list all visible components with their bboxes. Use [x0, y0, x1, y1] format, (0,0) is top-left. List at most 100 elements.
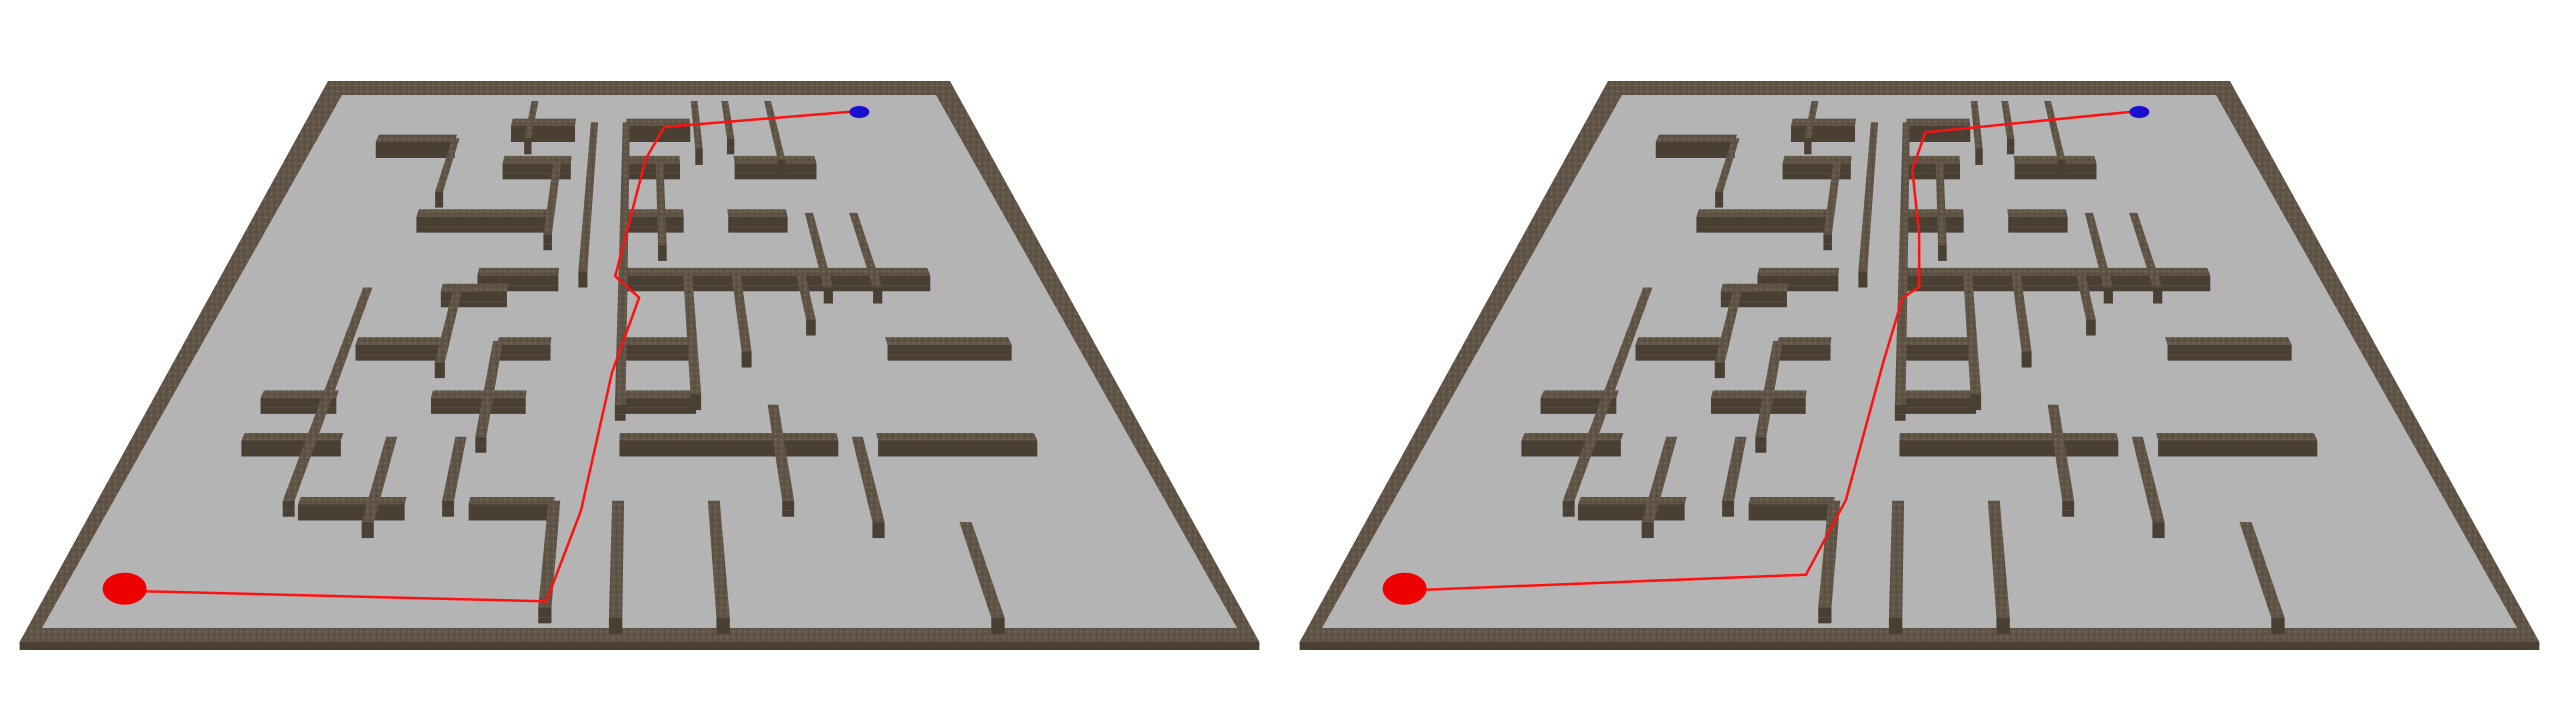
- maze-wall-face: [434, 362, 445, 373]
- maze-wall-side: [624, 226, 684, 233]
- maze-wall-face: [431, 397, 526, 408]
- maze-wall: [297, 497, 407, 505]
- maze-wall: [1748, 497, 1835, 505]
- maze-inner-walls: [1521, 100, 2318, 634]
- maze-wall-face: [1696, 216, 1831, 227]
- maze-wall-side: [1715, 201, 1724, 208]
- maze-wall-face: [1899, 440, 2119, 451]
- maze-wall: [1823, 159, 1842, 235]
- maze-wall-face: [435, 191, 444, 202]
- maze-wall-side: [1899, 450, 2119, 457]
- maze-wall: [2007, 209, 2068, 217]
- maze-wall-side: [475, 446, 487, 453]
- maze-wall-face: [2153, 287, 2163, 298]
- maze-wall: [804, 212, 833, 288]
- maze-wall: [721, 100, 735, 139]
- maze-wall: [1987, 500, 2010, 618]
- maze-wall: [1562, 287, 1653, 501]
- maze-wall: [1858, 122, 1879, 272]
- maze-wall-side: [543, 244, 552, 251]
- maze-wall: [355, 337, 447, 345]
- maze-wall: [442, 436, 467, 501]
- maze-wall-side: [1906, 136, 1971, 143]
- maze-wall-face: [625, 163, 681, 174]
- maze-wall: [2165, 337, 2292, 345]
- maze-wall-face: [497, 344, 551, 355]
- maze-wall-face: [823, 287, 833, 298]
- maze-wall: [727, 209, 788, 217]
- maze-wall: [707, 500, 730, 618]
- maze-wall-side: [823, 297, 833, 304]
- maze-wall-side: [434, 372, 445, 379]
- maze-wall: [1696, 209, 1832, 217]
- maze-wall: [1962, 271, 1982, 395]
- maze-wall-side: [361, 532, 374, 539]
- maze-wall-side: [1970, 404, 1982, 411]
- maze-wall-side: [1804, 148, 1812, 155]
- maze-wall: [1894, 122, 1910, 405]
- maze-wall: [2011, 271, 2032, 352]
- maze-wall-face: [2008, 216, 2068, 227]
- maze-wall-side: [1818, 617, 1832, 624]
- maze-wall: [1722, 436, 1747, 501]
- maze-wall-face: [1901, 344, 1973, 355]
- maze-wall-side: [1888, 628, 1903, 634]
- maze-wall-side: [2152, 532, 2165, 539]
- maze-wall-face: [2062, 500, 2075, 511]
- maze-wall: [885, 337, 1012, 345]
- maze-wall-face: [1888, 618, 1903, 628]
- maze-wall-face: [1711, 397, 1806, 408]
- maze-wall-side: [241, 450, 341, 457]
- maze-wall: [1904, 209, 1964, 217]
- maze-wall: [851, 436, 885, 523]
- maze-wall-side: [2021, 361, 2032, 368]
- maze-wall: [497, 337, 552, 345]
- maze-inner-walls: [241, 100, 1038, 634]
- maze-wall-side: [1938, 254, 1947, 261]
- maze-wall: [1970, 100, 1983, 149]
- maze-wall-face: [543, 234, 552, 245]
- maze-wall: [621, 337, 693, 345]
- maze-wall-face: [538, 607, 552, 618]
- maze-wall: [543, 159, 562, 235]
- maze-wall-face: [524, 138, 532, 149]
- maze-outer-wall-front: [1299, 642, 2540, 650]
- maze-wall-side: [2006, 148, 2015, 155]
- maze-wall: [538, 500, 561, 608]
- maze-wall: [2013, 155, 2097, 164]
- maze-wall-side: [1903, 285, 2211, 292]
- maze-wall-side: [375, 152, 455, 159]
- maze-wall-face: [2103, 287, 2113, 298]
- maze-wall-side: [728, 226, 788, 233]
- maze-wall: [1818, 500, 1841, 608]
- maze-wall-side: [614, 414, 626, 421]
- maze-wall: [624, 209, 684, 217]
- maze-wall-face: [2014, 163, 2097, 174]
- maze-wall: [733, 155, 817, 164]
- maze-wall-side: [1655, 152, 1735, 159]
- maze-wall: [655, 159, 667, 245]
- maze-wall: [626, 118, 691, 127]
- maze-wall: [2044, 100, 2066, 160]
- maze-wall-face: [2167, 344, 2292, 355]
- maze-wall-face: [468, 504, 555, 515]
- maze-wall-face: [1777, 344, 1831, 355]
- maze-floor: [1322, 95, 2517, 628]
- maze-wall-side: [621, 354, 693, 361]
- maze-wall-face: [510, 126, 576, 137]
- maze-wall-face: [578, 271, 588, 282]
- maze-wall-side: [435, 201, 444, 208]
- maze-wall-face: [1641, 522, 1654, 533]
- maze-wall-face: [1521, 440, 1621, 451]
- maze-wall: [375, 134, 458, 143]
- maze-wall: [475, 340, 503, 437]
- maze-wall: [959, 522, 1005, 618]
- maze-wall-side: [1635, 354, 1725, 361]
- maze-wall: [1540, 390, 1620, 398]
- maze-wall-face: [475, 436, 487, 447]
- maze-wall-side: [1711, 407, 1806, 414]
- maze-wall: [1757, 267, 1840, 276]
- maze-wall-face: [416, 216, 551, 227]
- maze-wall-face: [1900, 397, 1977, 408]
- maze-wall-side: [726, 148, 735, 155]
